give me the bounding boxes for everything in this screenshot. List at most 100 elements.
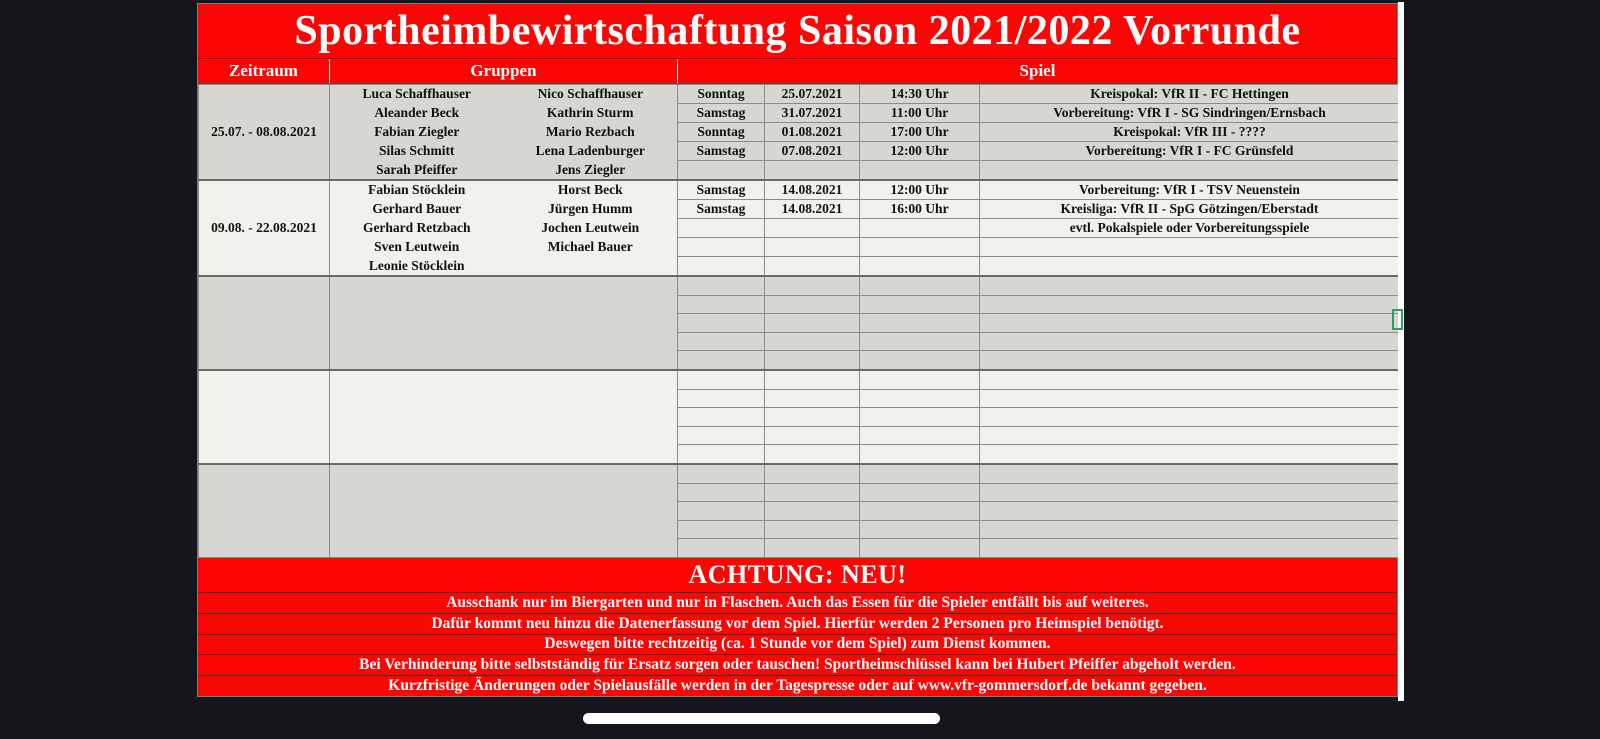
match-cell[interactable]: Kreispokal: VfR III - ???? (979, 121, 1400, 142)
time-cell[interactable] (859, 255, 980, 277)
date-cell[interactable] (764, 255, 860, 277)
date-cell[interactable] (764, 350, 860, 371)
gruppen-cell[interactable] (329, 274, 678, 371)
match-cell[interactable]: Vorbereitung: VfR I - SG Sindringen/Erns… (979, 102, 1400, 123)
match-cell[interactable] (979, 388, 1400, 409)
home-indicator[interactable] (583, 713, 940, 724)
match-cell[interactable]: Vorbereitung: VfR I - FC Grünsfeld (979, 140, 1400, 161)
day-cell[interactable] (677, 294, 765, 315)
time-cell[interactable] (859, 350, 980, 371)
date-cell[interactable]: 31.07.2021 (764, 102, 860, 123)
time-cell[interactable] (859, 501, 980, 521)
match-cell[interactable] (979, 313, 1400, 333)
day-cell[interactable] (677, 368, 765, 390)
time-cell[interactable] (859, 425, 980, 446)
match-cell[interactable] (979, 255, 1400, 277)
time-cell[interactable] (859, 236, 980, 257)
time-cell[interactable] (859, 313, 980, 333)
date-cell[interactable] (764, 462, 860, 484)
zeitraum-cell[interactable]: 09.08. - 22.08.2021 (198, 178, 330, 277)
day-cell[interactable] (677, 425, 765, 446)
column-header-zeitraum[interactable]: Zeitraum (229, 61, 298, 80)
zeitraum-cell[interactable]: 25.07. - 08.08.2021 (198, 83, 330, 181)
time-cell[interactable] (859, 274, 980, 296)
match-cell[interactable]: Kreisliga: VfR II - SpG Götzingen/Eberst… (979, 198, 1400, 219)
day-cell[interactable] (677, 444, 765, 465)
time-cell[interactable] (859, 331, 980, 352)
time-cell[interactable] (859, 407, 980, 427)
date-cell[interactable] (764, 407, 860, 427)
time-cell[interactable] (859, 462, 980, 484)
match-cell[interactable] (979, 482, 1400, 503)
time-cell[interactable] (859, 482, 980, 503)
date-cell[interactable] (764, 482, 860, 503)
day-cell[interactable] (677, 159, 765, 181)
day-cell[interactable] (677, 388, 765, 409)
day-cell[interactable]: Samstag (677, 198, 765, 219)
time-cell[interactable]: 11:00 Uhr (859, 102, 980, 123)
date-cell[interactable] (764, 388, 860, 409)
match-cell[interactable] (979, 425, 1400, 446)
match-cell[interactable] (979, 350, 1400, 371)
date-cell[interactable] (764, 294, 860, 315)
match-cell[interactable]: Vorbereitung: VfR I - TSV Neuenstein (979, 179, 1400, 200)
date-cell[interactable] (764, 368, 860, 390)
day-cell[interactable]: Samstag (677, 102, 765, 123)
day-cell[interactable] (677, 519, 765, 540)
day-cell[interactable] (677, 501, 765, 521)
day-cell[interactable]: Sonntag (677, 84, 765, 104)
date-cell[interactable] (764, 236, 860, 257)
column-header-spiel[interactable]: Spiel (677, 59, 1397, 83)
date-cell[interactable] (764, 313, 860, 333)
day-cell[interactable] (677, 217, 765, 238)
time-cell[interactable]: 12:00 Uhr (859, 140, 980, 161)
time-cell[interactable] (859, 294, 980, 315)
zeitraum-cell[interactable] (198, 462, 330, 558)
gruppen-cell[interactable]: Fabian Stöcklein Horst Beck Gerhard Bauer… (329, 178, 678, 277)
time-cell[interactable]: 12:00 Uhr (859, 179, 980, 200)
time-cell[interactable] (859, 368, 980, 390)
match-cell[interactable] (979, 331, 1400, 352)
day-cell[interactable] (677, 274, 765, 296)
date-cell[interactable]: 14.08.2021 (764, 198, 860, 219)
zeitraum-cell[interactable] (198, 368, 330, 465)
time-cell[interactable] (859, 388, 980, 409)
match-cell[interactable] (979, 159, 1400, 181)
date-cell[interactable] (764, 159, 860, 181)
gruppen-cell[interactable] (329, 368, 678, 465)
date-cell[interactable]: 14.08.2021 (764, 179, 860, 200)
time-cell[interactable] (859, 159, 980, 181)
day-cell[interactable]: Samstag (677, 140, 765, 161)
date-cell[interactable]: 07.08.2021 (764, 140, 860, 161)
day-cell[interactable] (677, 313, 765, 333)
match-cell[interactable] (979, 407, 1400, 427)
match-cell[interactable] (979, 294, 1400, 315)
date-cell[interactable]: 01.08.2021 (764, 121, 860, 142)
date-cell[interactable] (764, 331, 860, 352)
gruppen-cell[interactable]: Luca Schaffhauser Nico Schaffhauser Alean… (329, 83, 678, 181)
match-cell[interactable]: Kreispokal: VfR II - FC Hettingen (979, 84, 1400, 104)
day-cell[interactable] (677, 255, 765, 277)
match-cell[interactable] (979, 519, 1400, 540)
match-cell[interactable] (979, 368, 1400, 390)
date-cell[interactable] (764, 519, 860, 540)
time-cell[interactable] (859, 444, 980, 465)
column-header-gruppen[interactable]: Gruppen (329, 59, 677, 83)
date-cell[interactable]: 25.07.2021 (764, 84, 860, 104)
day-cell[interactable] (677, 407, 765, 427)
match-cell[interactable] (979, 444, 1400, 465)
time-cell[interactable] (859, 519, 980, 540)
match-cell[interactable] (979, 501, 1400, 521)
match-cell[interactable]: evtl. Pokalspiele oder Vorbereitungsspie… (979, 217, 1400, 238)
day-cell[interactable]: Sonntag (677, 121, 765, 142)
match-cell[interactable] (979, 538, 1400, 558)
day-cell[interactable] (677, 538, 765, 558)
day-cell[interactable]: Samstag (677, 179, 765, 200)
time-cell[interactable] (859, 538, 980, 558)
date-cell[interactable] (764, 425, 860, 446)
zeitraum-cell[interactable] (198, 274, 330, 371)
time-cell[interactable] (859, 217, 980, 238)
day-cell[interactable] (677, 236, 765, 257)
day-cell[interactable] (677, 482, 765, 503)
match-cell[interactable] (979, 274, 1400, 296)
